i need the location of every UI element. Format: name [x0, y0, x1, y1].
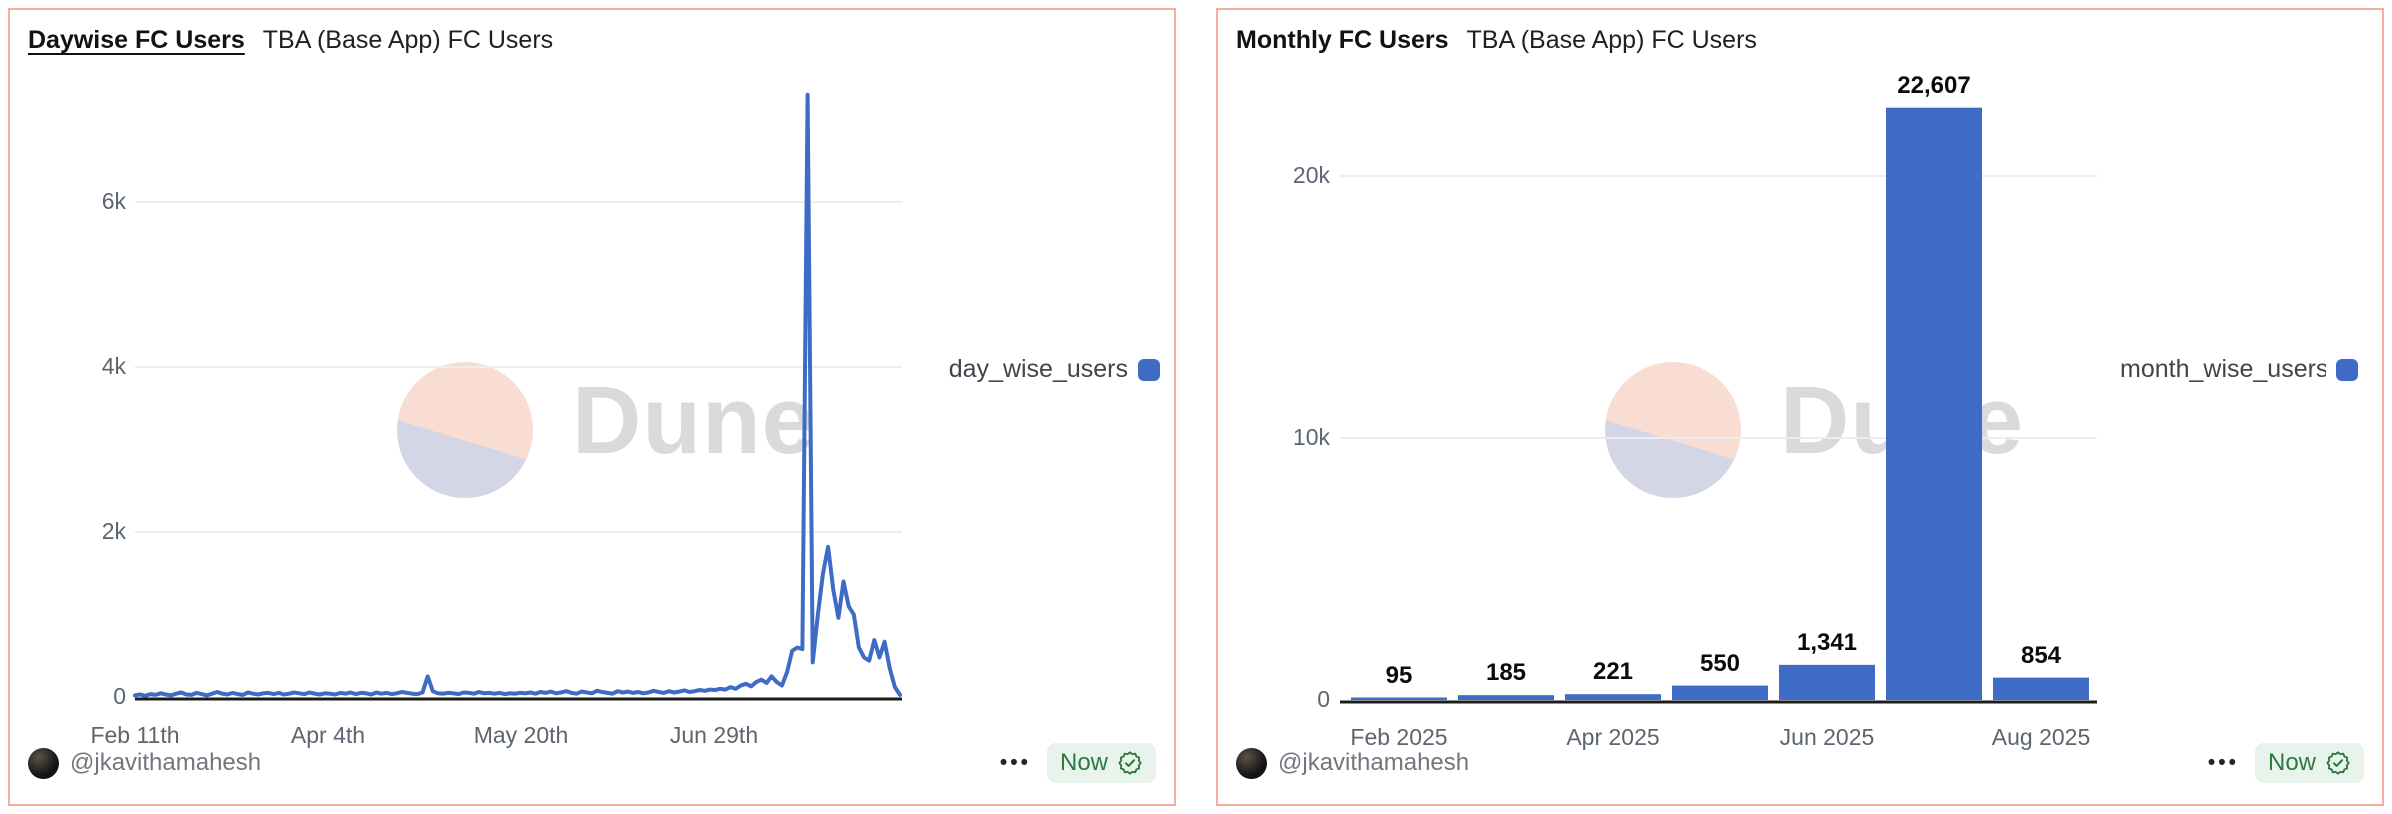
y-tick-label: 0 [1317, 686, 1330, 712]
chart-subtitle: TBA (Base App) FC Users [1466, 26, 1757, 54]
y-tick-label: 0 [113, 683, 126, 709]
chart-title-link[interactable]: Daywise FC Users [28, 26, 245, 54]
bar-value-label: 221 [1592, 658, 1634, 686]
bar-may-2025[interactable] [1672, 685, 1768, 700]
legend-day-wise-users[interactable]: day_wise_users [949, 355, 1160, 384]
bar-jun-2025[interactable] [1779, 664, 1875, 700]
x-tick-label: Feb 2025 [1350, 724, 1448, 750]
bar-mar-2025[interactable] [1458, 695, 1554, 700]
refresh-status-label: Now [1059, 749, 1108, 776]
daywise-chart-panel: Daywise FC Users TBA (Base App) FC Users… [8, 8, 1176, 806]
x-tick-label: Jun 2025 [1779, 724, 1875, 750]
bar-apr-2025[interactable] [1565, 694, 1661, 700]
chart-header: Daywise FC Users TBA (Base App) FC Users [28, 26, 553, 55]
bar-value-label: 854 [2020, 641, 2062, 669]
avatar[interactable] [1236, 747, 1267, 779]
dune-logo-icon [397, 362, 533, 498]
panel-footer: @jkavithamahesh ••• Now [28, 742, 1156, 784]
bar-value-label: 185 [1485, 659, 1527, 687]
avatar[interactable] [28, 747, 59, 779]
bar-value-label: 95 [1385, 661, 1413, 689]
x-tick-label: Jun 29th [669, 722, 759, 748]
dune-watermark-text: Dune [572, 367, 816, 474]
x-tick-label: May 20th [473, 722, 569, 748]
legend-month-wise-users[interactable]: month_wise_users [2120, 355, 2358, 384]
verified-check-icon [2326, 751, 2350, 775]
legend-swatch-icon [1138, 358, 1160, 381]
x-tick-label: Feb 11th [90, 722, 180, 748]
refresh-status-badge[interactable]: Now [2254, 743, 2364, 783]
monthly-bar-chart[interactable] [1218, 10, 2382, 804]
bar-feb-2025[interactable] [1351, 697, 1447, 700]
refresh-status-badge[interactable]: Now [1046, 743, 1156, 783]
refresh-status-label: Now [2267, 749, 2316, 776]
chart-title[interactable]: Monthly FC Users [1236, 26, 1449, 54]
more-options-button[interactable]: ••• [2207, 751, 2239, 774]
bar-jul-2025[interactable] [1886, 107, 1982, 701]
chart-subtitle: TBA (Base App) FC Users [262, 26, 554, 54]
legend-label: day_wise_users [948, 355, 1128, 383]
author-handle[interactable]: @jkavithamahesh [70, 749, 262, 776]
bar-value-label: 550 [1699, 649, 1741, 677]
more-options-button[interactable]: ••• [999, 751, 1031, 774]
bar-value-label: 22,607 [1897, 71, 1971, 99]
dune-logo-icon [1605, 362, 1741, 498]
verified-check-icon [1118, 751, 1142, 775]
legend-label: month_wise_users [2120, 355, 2326, 383]
y-tick-label: 6k [101, 188, 126, 214]
y-tick-label: 2k [101, 518, 126, 544]
x-tick-label: Apr 2025 [1566, 724, 1660, 750]
bar-value-label: 1,341 [1796, 628, 1858, 656]
author-handle[interactable]: @jkavithamahesh [1278, 749, 1470, 776]
day-wise-users-line[interactable] [133, 92, 902, 698]
legend-swatch-icon [2336, 358, 2358, 381]
daywise-line-chart[interactable] [10, 10, 1174, 804]
bar-aug-2025[interactable] [1993, 677, 2089, 700]
panel-footer: @jkavithamahesh ••• Now [1236, 742, 2364, 784]
chart-header: Monthly FC Users TBA (Base App) FC Users [1236, 26, 1757, 55]
x-tick-label: Aug 2025 [1991, 724, 2091, 750]
y-tick-label: 4k [101, 353, 126, 379]
y-tick-label: 10k [1292, 424, 1330, 450]
y-tick-label: 20k [1292, 162, 1330, 188]
x-tick-label: Apr 4th [290, 722, 366, 748]
monthly-chart-panel: Monthly FC Users TBA (Base App) FC Users… [1216, 8, 2384, 806]
